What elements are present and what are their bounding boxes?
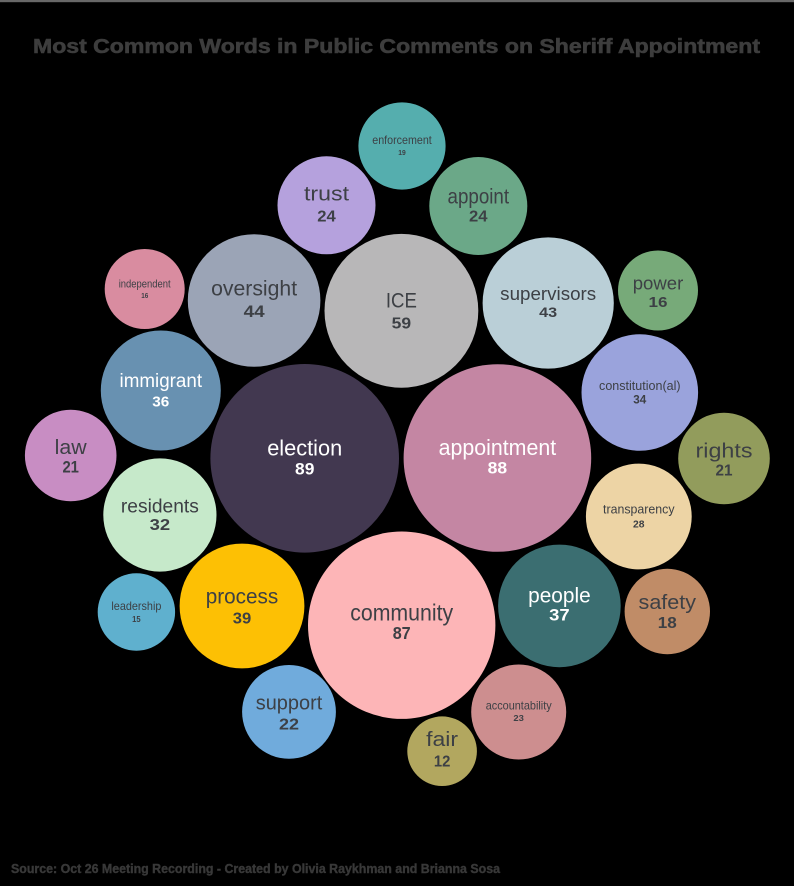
svg-text:community: community bbox=[350, 600, 453, 626]
svg-text:28: 28 bbox=[633, 518, 645, 530]
svg-text:16: 16 bbox=[649, 295, 668, 311]
svg-text:43: 43 bbox=[539, 305, 558, 320]
svg-text:88: 88 bbox=[488, 460, 508, 478]
svg-text:fair: fair bbox=[426, 728, 458, 751]
svg-text:32: 32 bbox=[150, 517, 171, 534]
svg-text:37: 37 bbox=[549, 607, 570, 625]
svg-text:21: 21 bbox=[62, 458, 79, 476]
svg-text:39: 39 bbox=[233, 611, 252, 628]
svg-text:power: power bbox=[633, 273, 684, 294]
svg-text:appoint: appoint bbox=[448, 186, 510, 209]
svg-text:enforcement: enforcement bbox=[372, 133, 432, 147]
svg-text:oversight: oversight bbox=[211, 277, 297, 300]
svg-text:Source: Oct 26 Meeting Recordi: Source: Oct 26 Meeting Recording - Creat… bbox=[11, 862, 501, 876]
svg-text:trust: trust bbox=[304, 182, 349, 205]
svg-text:constitution(al): constitution(al) bbox=[599, 378, 681, 393]
svg-text:transparency: transparency bbox=[603, 502, 675, 517]
svg-text:leadership: leadership bbox=[111, 599, 161, 613]
svg-text:21: 21 bbox=[716, 462, 733, 479]
svg-text:support: support bbox=[256, 693, 323, 715]
svg-text:process: process bbox=[206, 585, 279, 608]
svg-text:23: 23 bbox=[513, 713, 524, 723]
svg-text:independent: independent bbox=[119, 279, 171, 291]
svg-text:residents: residents bbox=[121, 495, 199, 517]
svg-text:12: 12 bbox=[434, 754, 451, 771]
svg-text:16: 16 bbox=[141, 291, 148, 300]
svg-text:18: 18 bbox=[658, 615, 677, 632]
svg-text:rights: rights bbox=[696, 440, 753, 463]
svg-text:59: 59 bbox=[392, 316, 412, 333]
svg-text:appointment: appointment bbox=[439, 435, 557, 460]
svg-text:34: 34 bbox=[633, 394, 647, 406]
svg-text:24: 24 bbox=[317, 209, 336, 226]
svg-text:24: 24 bbox=[469, 209, 488, 226]
svg-text:safety: safety bbox=[639, 591, 697, 614]
svg-text:19: 19 bbox=[398, 148, 406, 157]
svg-text:44: 44 bbox=[244, 303, 266, 321]
svg-text:ICE: ICE bbox=[386, 288, 417, 312]
svg-text:people: people bbox=[528, 585, 591, 608]
svg-text:supervisors: supervisors bbox=[500, 283, 596, 304]
svg-text:89: 89 bbox=[295, 460, 314, 478]
svg-text:15: 15 bbox=[132, 615, 141, 624]
svg-text:87: 87 bbox=[393, 623, 411, 643]
svg-text:accountability: accountability bbox=[486, 699, 552, 713]
svg-text:Most Common Words in Public Co: Most Common Words in Public Comments on … bbox=[33, 36, 760, 58]
svg-text:election: election bbox=[267, 435, 342, 460]
svg-text:immigrant: immigrant bbox=[120, 371, 203, 392]
svg-text:22: 22 bbox=[279, 717, 299, 734]
svg-text:36: 36 bbox=[152, 394, 169, 411]
svg-text:law: law bbox=[55, 436, 87, 459]
